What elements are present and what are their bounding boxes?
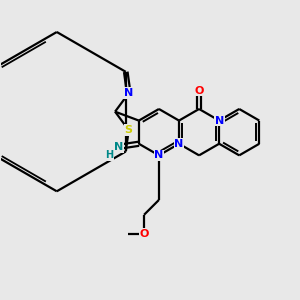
Text: N: N <box>124 88 134 98</box>
Text: N: N <box>174 139 184 149</box>
Text: N: N <box>214 116 224 126</box>
Text: N: N <box>154 150 164 161</box>
Text: H: H <box>105 150 113 160</box>
Text: N: N <box>114 142 124 152</box>
Text: S: S <box>125 125 133 135</box>
Text: O: O <box>140 229 149 239</box>
Text: O: O <box>194 85 204 96</box>
